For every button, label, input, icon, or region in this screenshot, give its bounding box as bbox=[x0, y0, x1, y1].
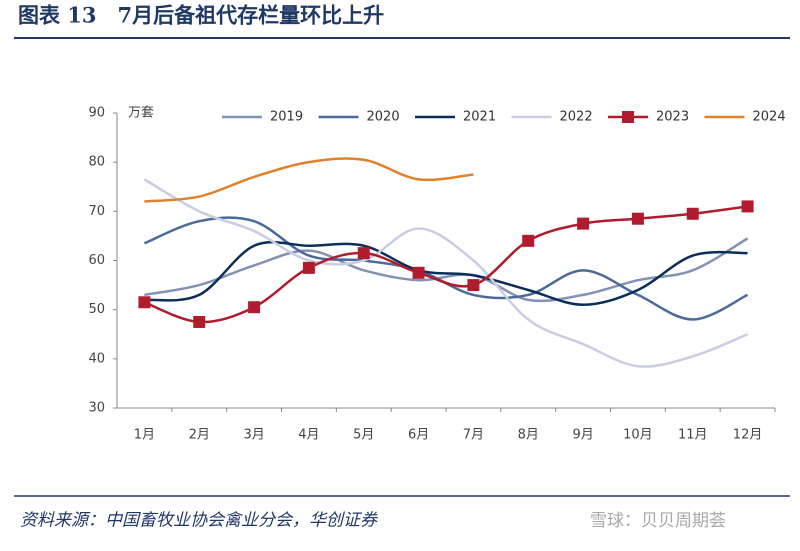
series-marker bbox=[577, 217, 590, 230]
series-marker bbox=[193, 315, 206, 328]
chart-title: 图表 13 7月后备祖代存栏量环比上升 bbox=[18, 3, 384, 28]
legend-label: 2022 bbox=[560, 110, 593, 125]
legend-label: 2023 bbox=[656, 110, 689, 125]
x-tick-label: 10月 bbox=[623, 428, 653, 443]
x-tick-label: 2月 bbox=[189, 428, 210, 443]
series-marker bbox=[741, 200, 754, 213]
legend-label: 2019 bbox=[270, 110, 303, 125]
y-tick-label: 50 bbox=[88, 302, 105, 317]
series-line bbox=[143, 178, 749, 368]
y-tick-label: 70 bbox=[88, 204, 105, 219]
watermark: 雪球：贝贝周期荟 bbox=[590, 511, 726, 531]
x-tick-label: 5月 bbox=[353, 428, 374, 443]
y-tick-label: 60 bbox=[88, 253, 105, 268]
x-tick-label: 1月 bbox=[134, 428, 155, 443]
x-tick-label: 7月 bbox=[463, 428, 484, 443]
series-line bbox=[144, 237, 749, 303]
y-tick-label: 90 bbox=[88, 106, 105, 121]
series-marker bbox=[138, 296, 151, 309]
series-line bbox=[144, 240, 748, 307]
series-line bbox=[144, 157, 474, 203]
y-tick-label: 30 bbox=[88, 401, 105, 416]
x-tick-label: 8月 bbox=[518, 428, 539, 443]
series-marker bbox=[248, 301, 261, 314]
series-marker bbox=[357, 247, 370, 260]
x-tick-label: 12月 bbox=[733, 428, 763, 443]
series-marker bbox=[686, 207, 699, 220]
x-tick-label: 4月 bbox=[298, 428, 319, 443]
x-tick-label: 9月 bbox=[572, 428, 593, 443]
series-marker bbox=[467, 279, 480, 292]
series-marker bbox=[522, 234, 535, 247]
x-tick-label: 3月 bbox=[243, 428, 264, 443]
series-marker bbox=[412, 266, 425, 279]
source-note: 资料来源：中国畜牧业协会禽业分会，华创证券 bbox=[20, 511, 379, 531]
y-tick-label: 40 bbox=[88, 351, 105, 366]
series-marker bbox=[302, 261, 315, 274]
y-axis-unit: 万套 bbox=[128, 105, 154, 121]
legend-label: 2021 bbox=[463, 110, 496, 125]
legend-marker bbox=[622, 111, 634, 123]
series-marker bbox=[631, 212, 644, 225]
legend-label: 2020 bbox=[367, 110, 400, 125]
x-tick-label: 6月 bbox=[408, 428, 429, 443]
legend-label: 2024 bbox=[753, 110, 786, 125]
series-line bbox=[143, 216, 749, 321]
x-tick-label: 11月 bbox=[678, 428, 708, 443]
y-tick-label: 80 bbox=[88, 155, 105, 170]
